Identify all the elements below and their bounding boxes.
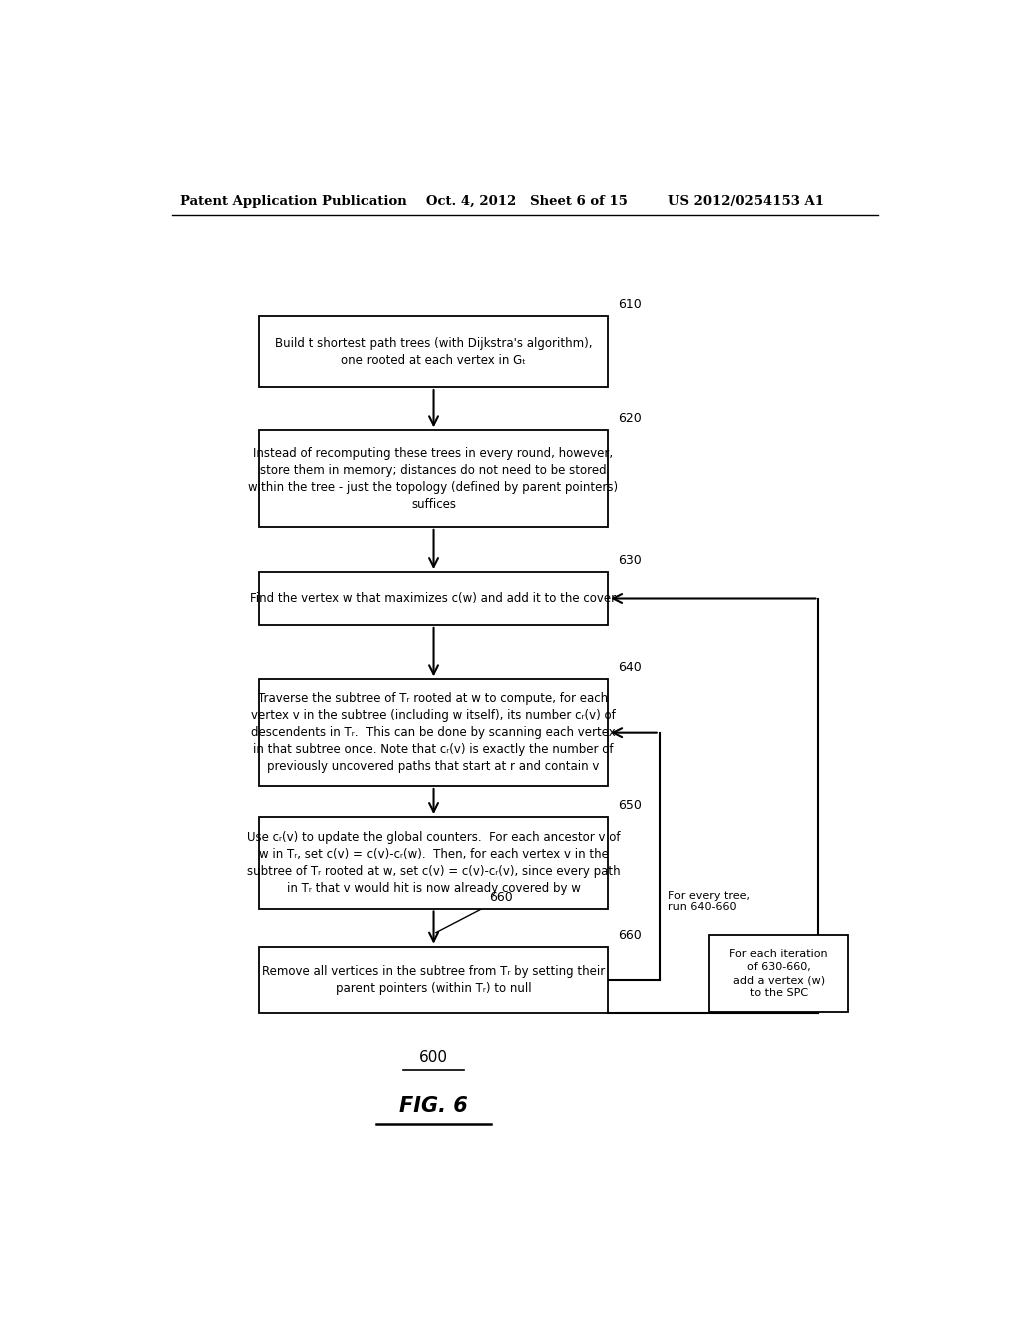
Text: Oct. 4, 2012   Sheet 6 of 15: Oct. 4, 2012 Sheet 6 of 15	[426, 194, 628, 207]
Bar	[710, 936, 848, 1011]
Bar	[259, 315, 608, 387]
Text: Remove all vertices in the subtree from Tᵣ by setting their
parent pointers (wit: Remove all vertices in the subtree from …	[262, 965, 605, 995]
Text: Use cᵣ(v) to update the global counters.  For each ancestor v of
w in Tᵣ, set c(: Use cᵣ(v) to update the global counters.…	[247, 830, 621, 895]
Text: Find the vertex w that maximizes c(w) and add it to the cover: Find the vertex w that maximizes c(w) an…	[251, 591, 616, 605]
Text: Instead of recomputing these trees in every round, however,
store them in memory: Instead of recomputing these trees in ev…	[249, 446, 618, 511]
Text: Build t shortest path trees (with Dijkstra's algorithm),
one rooted at each vert: Build t shortest path trees (with Dijkst…	[274, 337, 592, 367]
Text: Patent Application Publication: Patent Application Publication	[179, 194, 407, 207]
Text: 650: 650	[617, 799, 641, 812]
Bar	[259, 680, 608, 785]
Text: 620: 620	[617, 412, 641, 425]
Bar	[259, 946, 608, 1012]
Text: 600: 600	[419, 1051, 449, 1065]
Text: US 2012/0254153 A1: US 2012/0254153 A1	[668, 194, 823, 207]
Bar	[259, 430, 608, 527]
Text: For each iteration
of 630-660,
add a vertex (w)
to the SPC: For each iteration of 630-660, add a ver…	[729, 949, 828, 998]
Text: Traverse the subtree of Tᵣ rooted at w to compute, for each
vertex v in the subt: Traverse the subtree of Tᵣ rooted at w t…	[251, 692, 615, 774]
Bar	[259, 572, 608, 624]
Text: For every tree,
run 640-660: For every tree, run 640-660	[668, 891, 750, 912]
Text: 660: 660	[489, 891, 513, 904]
Text: 630: 630	[617, 554, 641, 568]
Text: 640: 640	[617, 661, 641, 675]
Text: 660: 660	[617, 928, 641, 941]
Text: FIG. 6: FIG. 6	[399, 1096, 468, 1115]
Text: 610: 610	[617, 298, 641, 312]
Bar	[259, 817, 608, 908]
